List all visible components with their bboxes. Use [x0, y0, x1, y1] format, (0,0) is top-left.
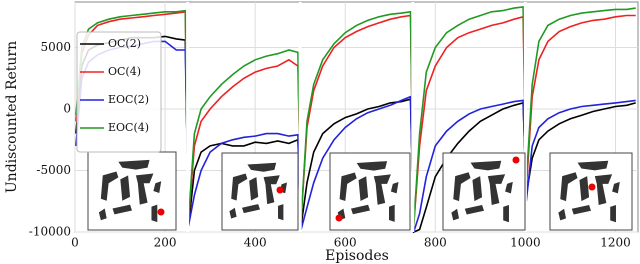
series-line [75, 40, 636, 233]
inset [329, 152, 411, 231]
x-tick-label: 1000 [510, 236, 541, 250]
series-line [75, 5, 636, 226]
y-axis-label: Undiscounted Return [4, 41, 20, 193]
x-axis-label: Episodes [325, 248, 389, 264]
y-tick-label: -10000 [29, 225, 71, 239]
inset [221, 152, 299, 231]
x-tick-label: 0 [71, 236, 79, 250]
x-tick-label: 400 [244, 236, 267, 250]
legend-label: OC(2) [108, 37, 141, 50]
x-tick-label: 600 [334, 236, 357, 250]
series-line [75, 10, 636, 226]
series-line [75, 35, 636, 234]
x-tick-label: 800 [424, 236, 447, 250]
inset [442, 152, 526, 231]
y-tick-label: 0 [63, 102, 71, 116]
y-tick-label: -5000 [36, 163, 71, 177]
x-tick-label: 200 [154, 236, 177, 250]
legend: OC(2) OC(4) EOC(2) EOC(4) [76, 31, 162, 153]
x-tick-label: 1200 [600, 236, 631, 250]
y-tick-label: 5000 [40, 40, 71, 54]
insets [87, 151, 633, 231]
legend-label: OC(4) [108, 65, 141, 78]
axes: -10000 -5000 0 5000 0 200 400 600 800 1000 1200 [29, 40, 631, 249]
inset [87, 151, 177, 231]
inset [549, 152, 633, 231]
legend-label: EOC(4) [108, 121, 149, 134]
legend-label: EOC(2) [108, 93, 149, 106]
